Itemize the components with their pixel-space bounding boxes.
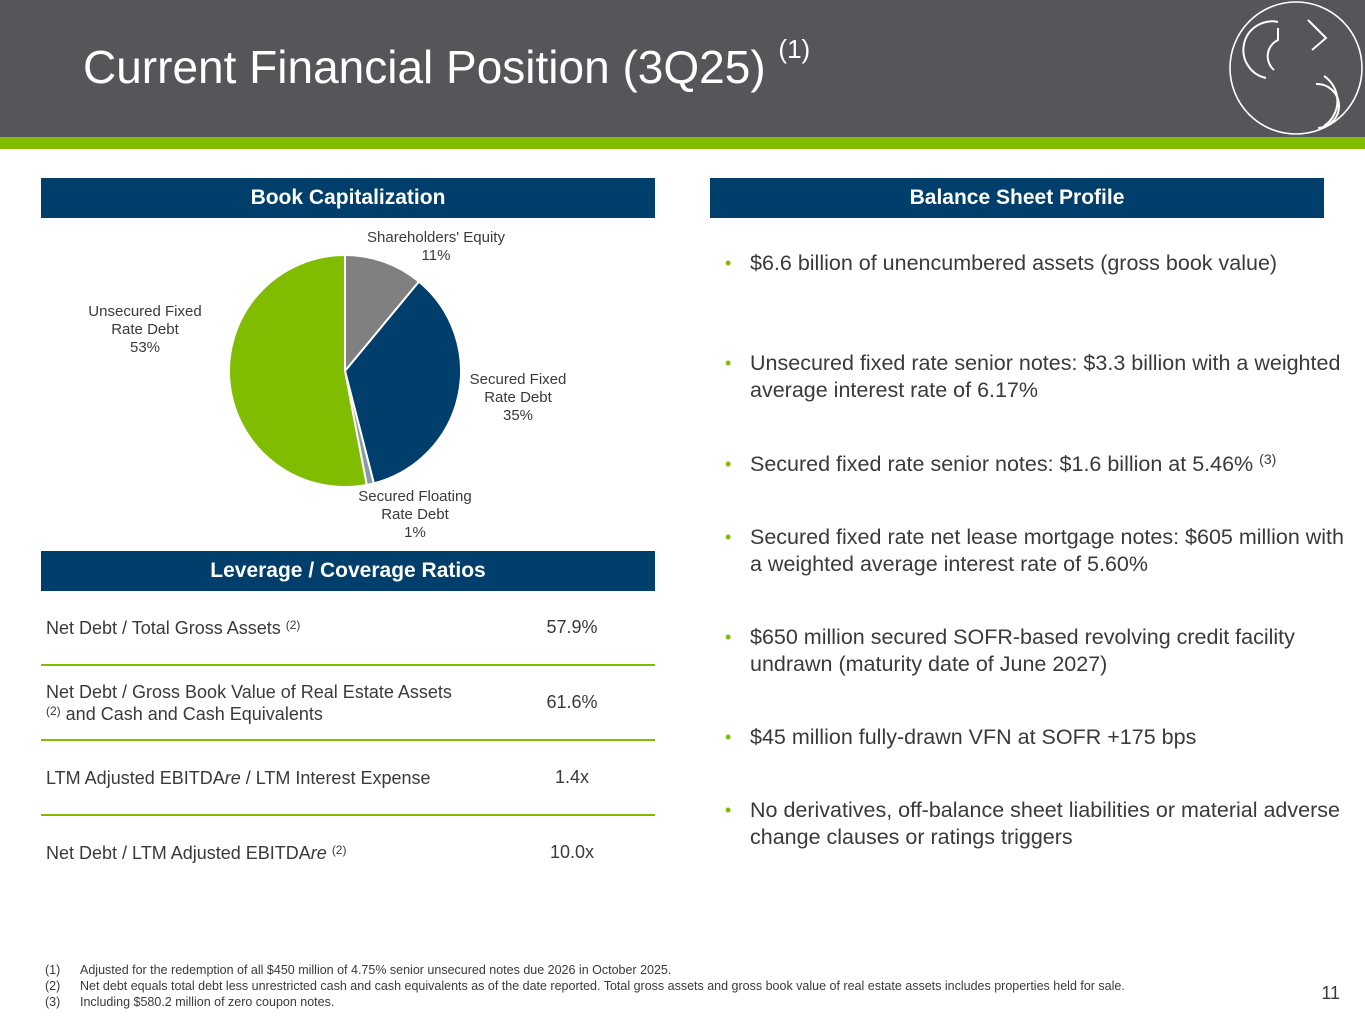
pie-label-secured-floating-pct: 1% — [404, 524, 426, 541]
pie-label-secured-floating-l2: Rate Debt — [381, 506, 449, 523]
footnote-text: Including $580.2 million of zero coupon … — [80, 995, 335, 1009]
list-item: • Unsecured fixed rate senior notes: $3.3… — [725, 350, 1345, 404]
ratio-label-text: Net Debt / Gross Book Value of Real Esta… — [46, 681, 452, 702]
pie-label-unsecured-pct: 53% — [129, 339, 161, 356]
bullet-dot: • — [725, 627, 732, 647]
ratio-label: LTM Adjusted EBITDAre / LTM Interest Exp… — [46, 741, 496, 814]
ratio-row: Net Debt / LTM Adjusted EBITDAre (2) 10.… — [41, 816, 655, 891]
footnote-ref: (2) — [46, 703, 61, 718]
ratio-label: Net Debt / Gross Book Value of Real Esta… — [46, 666, 496, 739]
footnote: (3) Including $580.2 million of zero coup… — [45, 994, 1295, 1010]
pie-label-secured-fixed: Secured Fixed Rate Debt 35% — [458, 371, 578, 425]
book-capitalization-header: Book Capitalization — [41, 178, 655, 218]
ratio-label-text: Net Debt / LTM Adjusted EBITDA — [46, 842, 311, 863]
bullet-dot: • — [725, 454, 732, 474]
page-title-text: Current Financial Position (3Q25) — [83, 41, 766, 93]
bullet-text: $6.6 billion of unencumbered assets (gro… — [750, 251, 1278, 275]
pie-label-shareholders-equity: Shareholders' Equity 11% — [356, 229, 516, 265]
accent-divider — [0, 137, 1365, 149]
ratio-value: 57.9% — [546, 617, 598, 637]
list-item: • No derivatives, off-balance sheet liabi… — [725, 797, 1345, 851]
bullet-dot: • — [725, 727, 732, 747]
ratio-label-italic: re — [310, 842, 327, 863]
title-banner — [0, 0, 1365, 137]
list-item: • $6.6 billion of unencumbered assets (gr… — [725, 250, 1345, 277]
footnotes: (1) Adjusted for the redemption of all $4… — [45, 962, 1295, 1010]
bullet-text: Secured fixed rate senior notes: $1.6 bi… — [750, 452, 1254, 476]
page-number: 11 — [1321, 983, 1340, 1003]
title-footnote-ref: (1) — [778, 34, 811, 64]
list-item: • Secured fixed rate senior notes: $1.6 b… — [725, 451, 1345, 478]
footnote-text: Adjusted for the redemption of all $450 … — [80, 963, 672, 977]
pie-label-unsecured-l2: Rate Debt — [111, 321, 179, 338]
ratio-label-text: LTM Adjusted EBITDA — [46, 767, 225, 788]
bullet-dot: • — [725, 253, 732, 273]
bullet-text: No derivatives, off-balance sheet liabil… — [750, 798, 1340, 849]
pie-slice-secured-fixed-rate-debt — [343, 280, 462, 485]
pie-label-secured-fixed-l1: Secured Fixed — [469, 371, 567, 388]
company-logo — [1229, 1, 1363, 135]
balance-sheet-profile-header: Balance Sheet Profile — [710, 178, 1324, 218]
pie-label-secured-floating-l1: Secured Floating — [358, 488, 472, 505]
footnote-number: (1) — [45, 963, 61, 977]
ratio-value: 10.0x — [549, 842, 595, 862]
bullet-text: $650 million secured SOFR-based revolvin… — [750, 625, 1295, 676]
footnote-text: Net debt equals total debt less unrestri… — [80, 979, 1125, 993]
page-title: Current Financial Position (3Q25) (1) — [83, 34, 810, 94]
pie-label-unsecured-l1: Unsecured Fixed — [88, 303, 202, 320]
ratio-label-italic: re — [224, 767, 241, 788]
pie-label-secured-fixed-l2: Rate Debt — [484, 389, 552, 406]
pie-label-equity-pct: 11% — [421, 247, 451, 264]
pie-slice-unsecured-fixed-rate-debt — [228, 253, 368, 488]
bullet-text: $45 million fully-drawn VFN at SOFR +175… — [750, 725, 1197, 749]
ratio-row: Net Debt / Gross Book Value of Real Esta… — [41, 666, 655, 741]
ratio-label-text-cont: / LTM Interest Expense — [240, 767, 431, 788]
row-divider — [41, 814, 655, 816]
footnote-number: (2) — [45, 979, 61, 993]
ratio-label: Net Debt / Total Gross Assets (2) — [46, 591, 496, 664]
footnote: (1) Adjusted for the redemption of all $4… — [45, 962, 1295, 978]
row-divider — [41, 664, 655, 666]
list-item: • Secured fixed rate net lease mortgage n… — [725, 524, 1345, 578]
list-item: • $45 million fully-drawn VFN at SOFR +17… — [725, 724, 1345, 751]
footnote: (2) Net debt equals total debt less unres… — [45, 978, 1295, 994]
ratio-label-text-cont: and Cash and Cash Equivalents — [60, 703, 323, 724]
leverage-coverage-header: Leverage / Coverage Ratios — [41, 551, 655, 591]
footnote-ref: (2) — [285, 617, 301, 632]
pie-label-secured-floating: Secured Floating Rate Debt 1% — [345, 488, 485, 542]
ratio-row: Net Debt / Total Gross Assets (2) 57.9% — [41, 591, 655, 666]
ratio-label: Net Debt / LTM Adjusted EBITDAre (2) — [46, 816, 496, 889]
bullet-dot: • — [725, 527, 732, 547]
bullet-dot: • — [725, 800, 732, 820]
ratio-value: 61.6% — [546, 692, 598, 712]
pie-label-secured-fixed-pct: 35% — [502, 407, 534, 424]
footnote-ref: (2) — [331, 842, 347, 857]
footnote-ref: (3) — [1259, 451, 1277, 467]
pie-label-unsecured-fixed: Unsecured Fixed Rate Debt 53% — [80, 303, 210, 357]
pie-slice-shareholders-equity — [344, 253, 421, 374]
ratio-row: LTM Adjusted EBITDAre / LTM Interest Exp… — [41, 741, 655, 816]
bullet-text: Unsecured fixed rate senior notes: $3.3 … — [750, 351, 1341, 402]
book-capitalization-pie-chart — [228, 253, 462, 488]
row-divider — [41, 739, 655, 741]
ratio-value: 1.4x — [554, 767, 590, 787]
bullet-text: Secured fixed rate net lease mortgage no… — [750, 525, 1344, 576]
list-item: • $650 million secured SOFR-based revolvi… — [725, 624, 1345, 678]
pie-label-equity-name: Shareholders' Equity — [367, 229, 505, 246]
footnote-number: (3) — [45, 995, 61, 1009]
bullet-dot: • — [725, 353, 732, 373]
ratio-label-text: Net Debt / Total Gross Assets — [46, 617, 286, 638]
